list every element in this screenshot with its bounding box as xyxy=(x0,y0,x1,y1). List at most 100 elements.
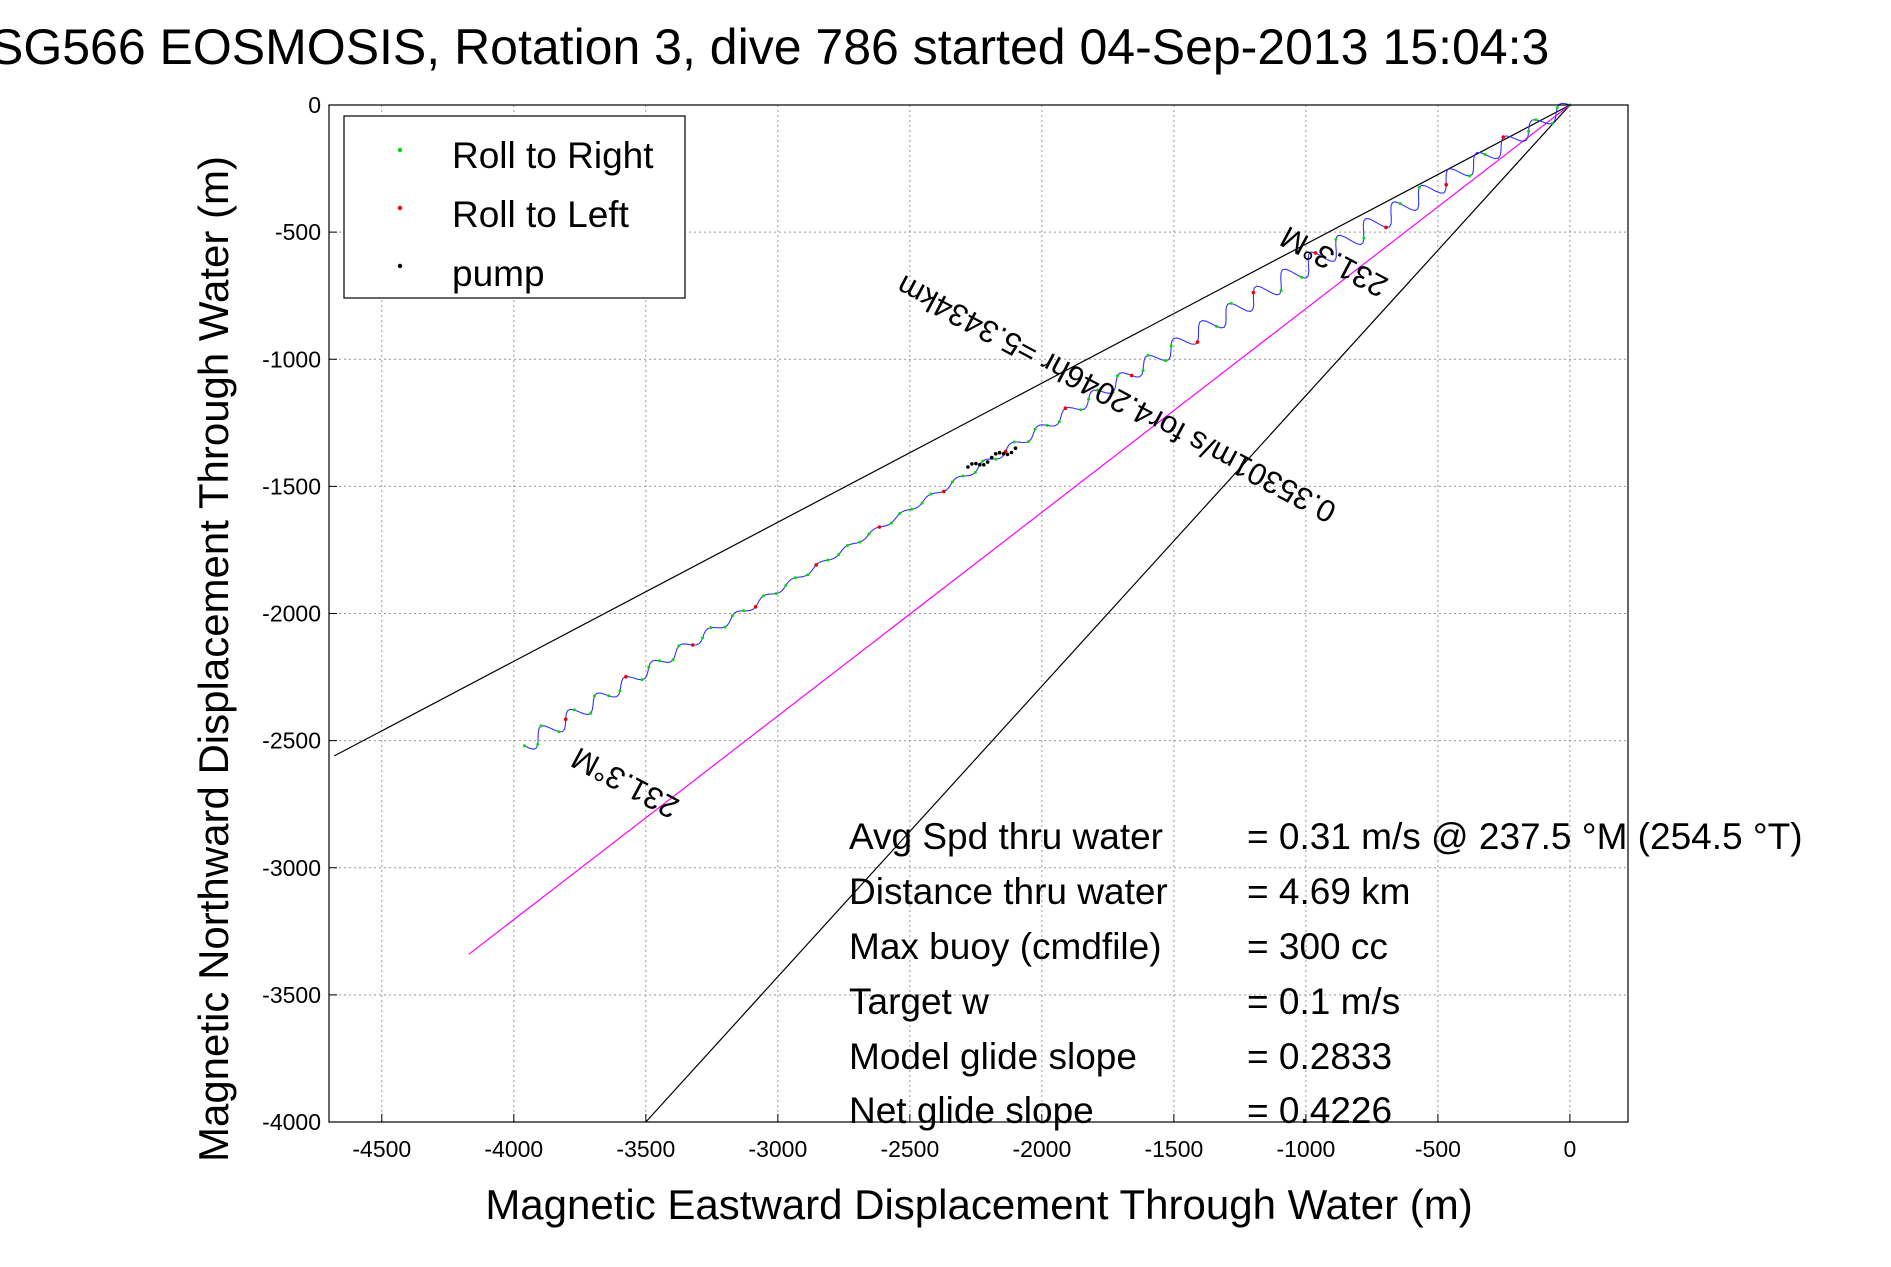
roll-right-point xyxy=(1229,301,1233,305)
x-tick-label: -4000 xyxy=(484,1136,543,1162)
roll-right-point xyxy=(709,626,713,630)
pump-point xyxy=(982,463,986,467)
pump-point xyxy=(985,460,990,464)
roll-right-point xyxy=(657,659,661,663)
roll-right-point xyxy=(1279,289,1283,293)
roll-left-point xyxy=(814,563,818,567)
y-tick-label: -500 xyxy=(275,219,321,245)
roll-right-point xyxy=(647,665,651,669)
roll-left-point xyxy=(1384,225,1388,230)
x-tick-label: -1500 xyxy=(1144,1136,1203,1162)
legend-marker-roll-right xyxy=(397,147,403,153)
annotation-label-distance: Distance thru water xyxy=(849,871,1168,912)
x-tick-label: -2500 xyxy=(880,1136,939,1162)
pump-point xyxy=(970,462,974,466)
x-axis-label: Magnetic Eastward Displacement Through W… xyxy=(485,1181,1472,1228)
roll-right-point xyxy=(1555,106,1559,110)
roll-right-point xyxy=(539,724,543,728)
roll-right-point xyxy=(671,658,675,662)
roll-left-point xyxy=(691,643,695,647)
roll-right-point xyxy=(1012,440,1016,444)
roll-right-point xyxy=(994,457,998,461)
roll-right-point xyxy=(1215,324,1219,328)
axis-ticks: -4500 -4000 -3500 -3000 -2500 -2000 -1500 -1000… xyxy=(262,92,1576,1162)
x-tick-label: -4500 xyxy=(352,1136,411,1162)
y-tick-label: -1500 xyxy=(262,473,321,499)
roll-right-point xyxy=(1033,427,1037,431)
roll-left-point xyxy=(1129,373,1134,378)
pump-point xyxy=(966,465,970,469)
legend-label-roll-right: Roll to Right xyxy=(452,135,654,176)
roll-right-point xyxy=(1087,397,1091,401)
roll-right-point xyxy=(793,576,797,580)
roll-right-point xyxy=(1300,275,1304,279)
legend: Roll to Right Roll to Left pump xyxy=(343,115,686,299)
legend-label-pump: pump xyxy=(452,253,545,294)
roll-right-point xyxy=(1483,153,1487,156)
y-tick-label: -3500 xyxy=(262,982,321,1008)
roll-right-point xyxy=(1026,440,1030,444)
roll-right-point xyxy=(806,573,810,577)
annotation-value-model-glide: = 0.2833 xyxy=(1247,1036,1392,1077)
roll-right-point xyxy=(1527,129,1531,133)
x-tick-label: -500 xyxy=(1415,1136,1461,1162)
roll-right-point xyxy=(1334,237,1338,241)
x-tick-label: -3000 xyxy=(748,1136,807,1162)
roll-right-point xyxy=(1111,390,1115,394)
roll-right-point xyxy=(618,689,622,693)
roll-right-point xyxy=(1398,202,1402,206)
roll-left-point xyxy=(1313,251,1318,255)
roll-left-point xyxy=(942,489,946,494)
roll-right-point xyxy=(961,474,965,478)
annotation-value-distance: = 4.69 km xyxy=(1247,871,1411,912)
roll-right-point xyxy=(1534,118,1538,122)
x-tick-label: -1000 xyxy=(1276,1136,1335,1162)
annotation-value-net-glide: = 0.4226 xyxy=(1247,1090,1392,1131)
roll-right-point xyxy=(701,636,705,640)
roll-right-point xyxy=(572,708,576,712)
pump-point xyxy=(1013,446,1018,451)
roll-left-point xyxy=(624,674,628,679)
y-axis-label: Magnetic Northward Displacement Through … xyxy=(190,156,237,1162)
y-tick-label: -3000 xyxy=(262,855,321,881)
roll-right-point xyxy=(973,470,977,474)
roll-right-point xyxy=(950,480,954,484)
roll-right-point xyxy=(640,678,644,682)
legend-label-roll-left: Roll to Left xyxy=(452,194,630,235)
roll-right-point xyxy=(1146,353,1150,357)
roll-left-point xyxy=(1444,182,1448,187)
legend-marker-roll-left xyxy=(397,205,403,211)
roll-right-point xyxy=(522,744,526,748)
heading-line-upper xyxy=(334,104,1571,757)
roll-right-point xyxy=(784,584,788,587)
roll-right-point xyxy=(1096,388,1100,392)
pump-point xyxy=(989,455,994,460)
roll-left-point xyxy=(1195,340,1200,344)
roll-left-point xyxy=(1063,406,1068,411)
roll-right-point xyxy=(742,609,746,613)
roll-right-point xyxy=(593,694,596,698)
pump-point xyxy=(974,461,978,466)
roll-right-point xyxy=(1362,236,1366,240)
pump-point xyxy=(993,452,998,456)
roll-right-point xyxy=(1141,369,1145,373)
roll-right-point xyxy=(920,501,924,505)
annotation-label-max-buoy: Max buoy (cmdfile) xyxy=(849,926,1162,967)
roll-right-point xyxy=(1468,174,1472,178)
pump-point xyxy=(997,450,1002,455)
roll-right-point xyxy=(1116,374,1119,378)
annotation-label-model-glide: Model glide slope xyxy=(849,1036,1137,1077)
pump-point xyxy=(1009,450,1014,455)
y-tick-label: 0 xyxy=(308,92,321,118)
roll-right-point xyxy=(1550,121,1554,125)
x-tick-label: -3500 xyxy=(616,1136,675,1162)
pump-point xyxy=(1001,451,1006,456)
roll-right-point xyxy=(730,614,734,618)
annotation-value-max-buoy: = 300 cc xyxy=(1247,926,1388,967)
avg-velocity-line xyxy=(468,104,1571,955)
roll-right-point xyxy=(1164,359,1168,363)
annotation-value-target-w: = 0.1 m/s xyxy=(1247,981,1400,1022)
roll-right-point xyxy=(1045,423,1049,427)
